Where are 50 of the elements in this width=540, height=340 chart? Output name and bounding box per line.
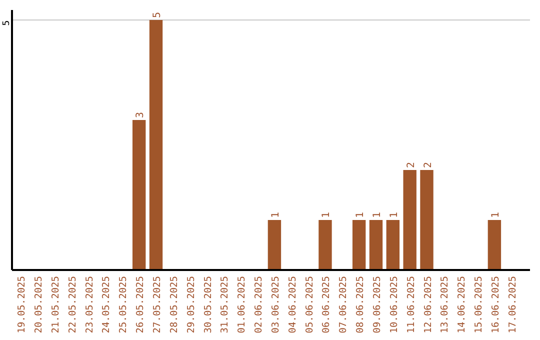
- data-label: 1: [388, 212, 400, 218]
- bar: [420, 170, 434, 270]
- x-tick-label: 02.06.2025: [254, 276, 265, 334]
- data-label: 5: [152, 12, 164, 18]
- bar: [386, 220, 400, 270]
- x-tick-label: 25.05.2025: [118, 276, 130, 334]
- x-tick-label: 03.06.2025: [270, 276, 282, 334]
- x-tick-label: 08.06.2025: [355, 276, 366, 334]
- x-tick-label: 14.06.2025: [456, 276, 468, 334]
- data-label: 2: [406, 162, 417, 168]
- x-tick-label: 20.05.2025: [34, 276, 45, 334]
- data-label: 1: [355, 212, 366, 218]
- x-tick-label: 24.05.2025: [101, 276, 112, 334]
- x-tick-label: 22.05.2025: [67, 276, 78, 334]
- data-label: 1: [490, 212, 502, 218]
- bar: [149, 20, 163, 270]
- x-tick-label: 28.05.2025: [168, 276, 180, 334]
- bar: [488, 220, 502, 270]
- data-label: 3: [135, 112, 146, 118]
- x-tick-label: 19.05.2025: [16, 276, 28, 334]
- x-tick-label: 17.06.2025: [507, 276, 518, 334]
- bar: [318, 220, 332, 270]
- x-tick-label: 05.06.2025: [304, 276, 316, 334]
- x-tick-label: 30.05.2025: [202, 276, 214, 334]
- x-tick-label: 27.05.2025: [152, 276, 164, 334]
- x-tick-label: 15.06.2025: [474, 276, 485, 334]
- x-tick-label: 09.06.2025: [372, 276, 383, 334]
- data-label: 2: [422, 162, 434, 168]
- data-label: 1: [270, 212, 282, 218]
- bar: [369, 220, 383, 270]
- x-tick-label: 04.06.2025: [287, 276, 298, 334]
- x-tick-label: 16.06.2025: [490, 276, 502, 334]
- x-tick-label: 11.06.2025: [406, 276, 417, 334]
- x-tick-label: 29.05.2025: [186, 276, 197, 334]
- x-tick-label: 13.06.2025: [440, 276, 451, 334]
- data-label: 1: [372, 212, 383, 218]
- x-tick-label: 07.06.2025: [338, 276, 350, 334]
- data-label: 1: [321, 212, 332, 218]
- x-tick-label: 12.06.2025: [422, 276, 434, 334]
- x-tick-label: 06.06.2025: [321, 276, 332, 334]
- x-tick-label: 10.06.2025: [388, 276, 400, 334]
- x-tick-label: 23.05.2025: [84, 276, 96, 334]
- x-tick-label: 21.05.2025: [50, 276, 62, 334]
- bar: [268, 220, 282, 270]
- x-tick-label: 01.06.2025: [236, 276, 248, 334]
- x-tick-label: 26.05.2025: [135, 276, 146, 334]
- bar: [132, 120, 146, 270]
- bar: [352, 220, 366, 270]
- bar: [403, 170, 416, 270]
- x-tick-label: 31.05.2025: [220, 276, 231, 334]
